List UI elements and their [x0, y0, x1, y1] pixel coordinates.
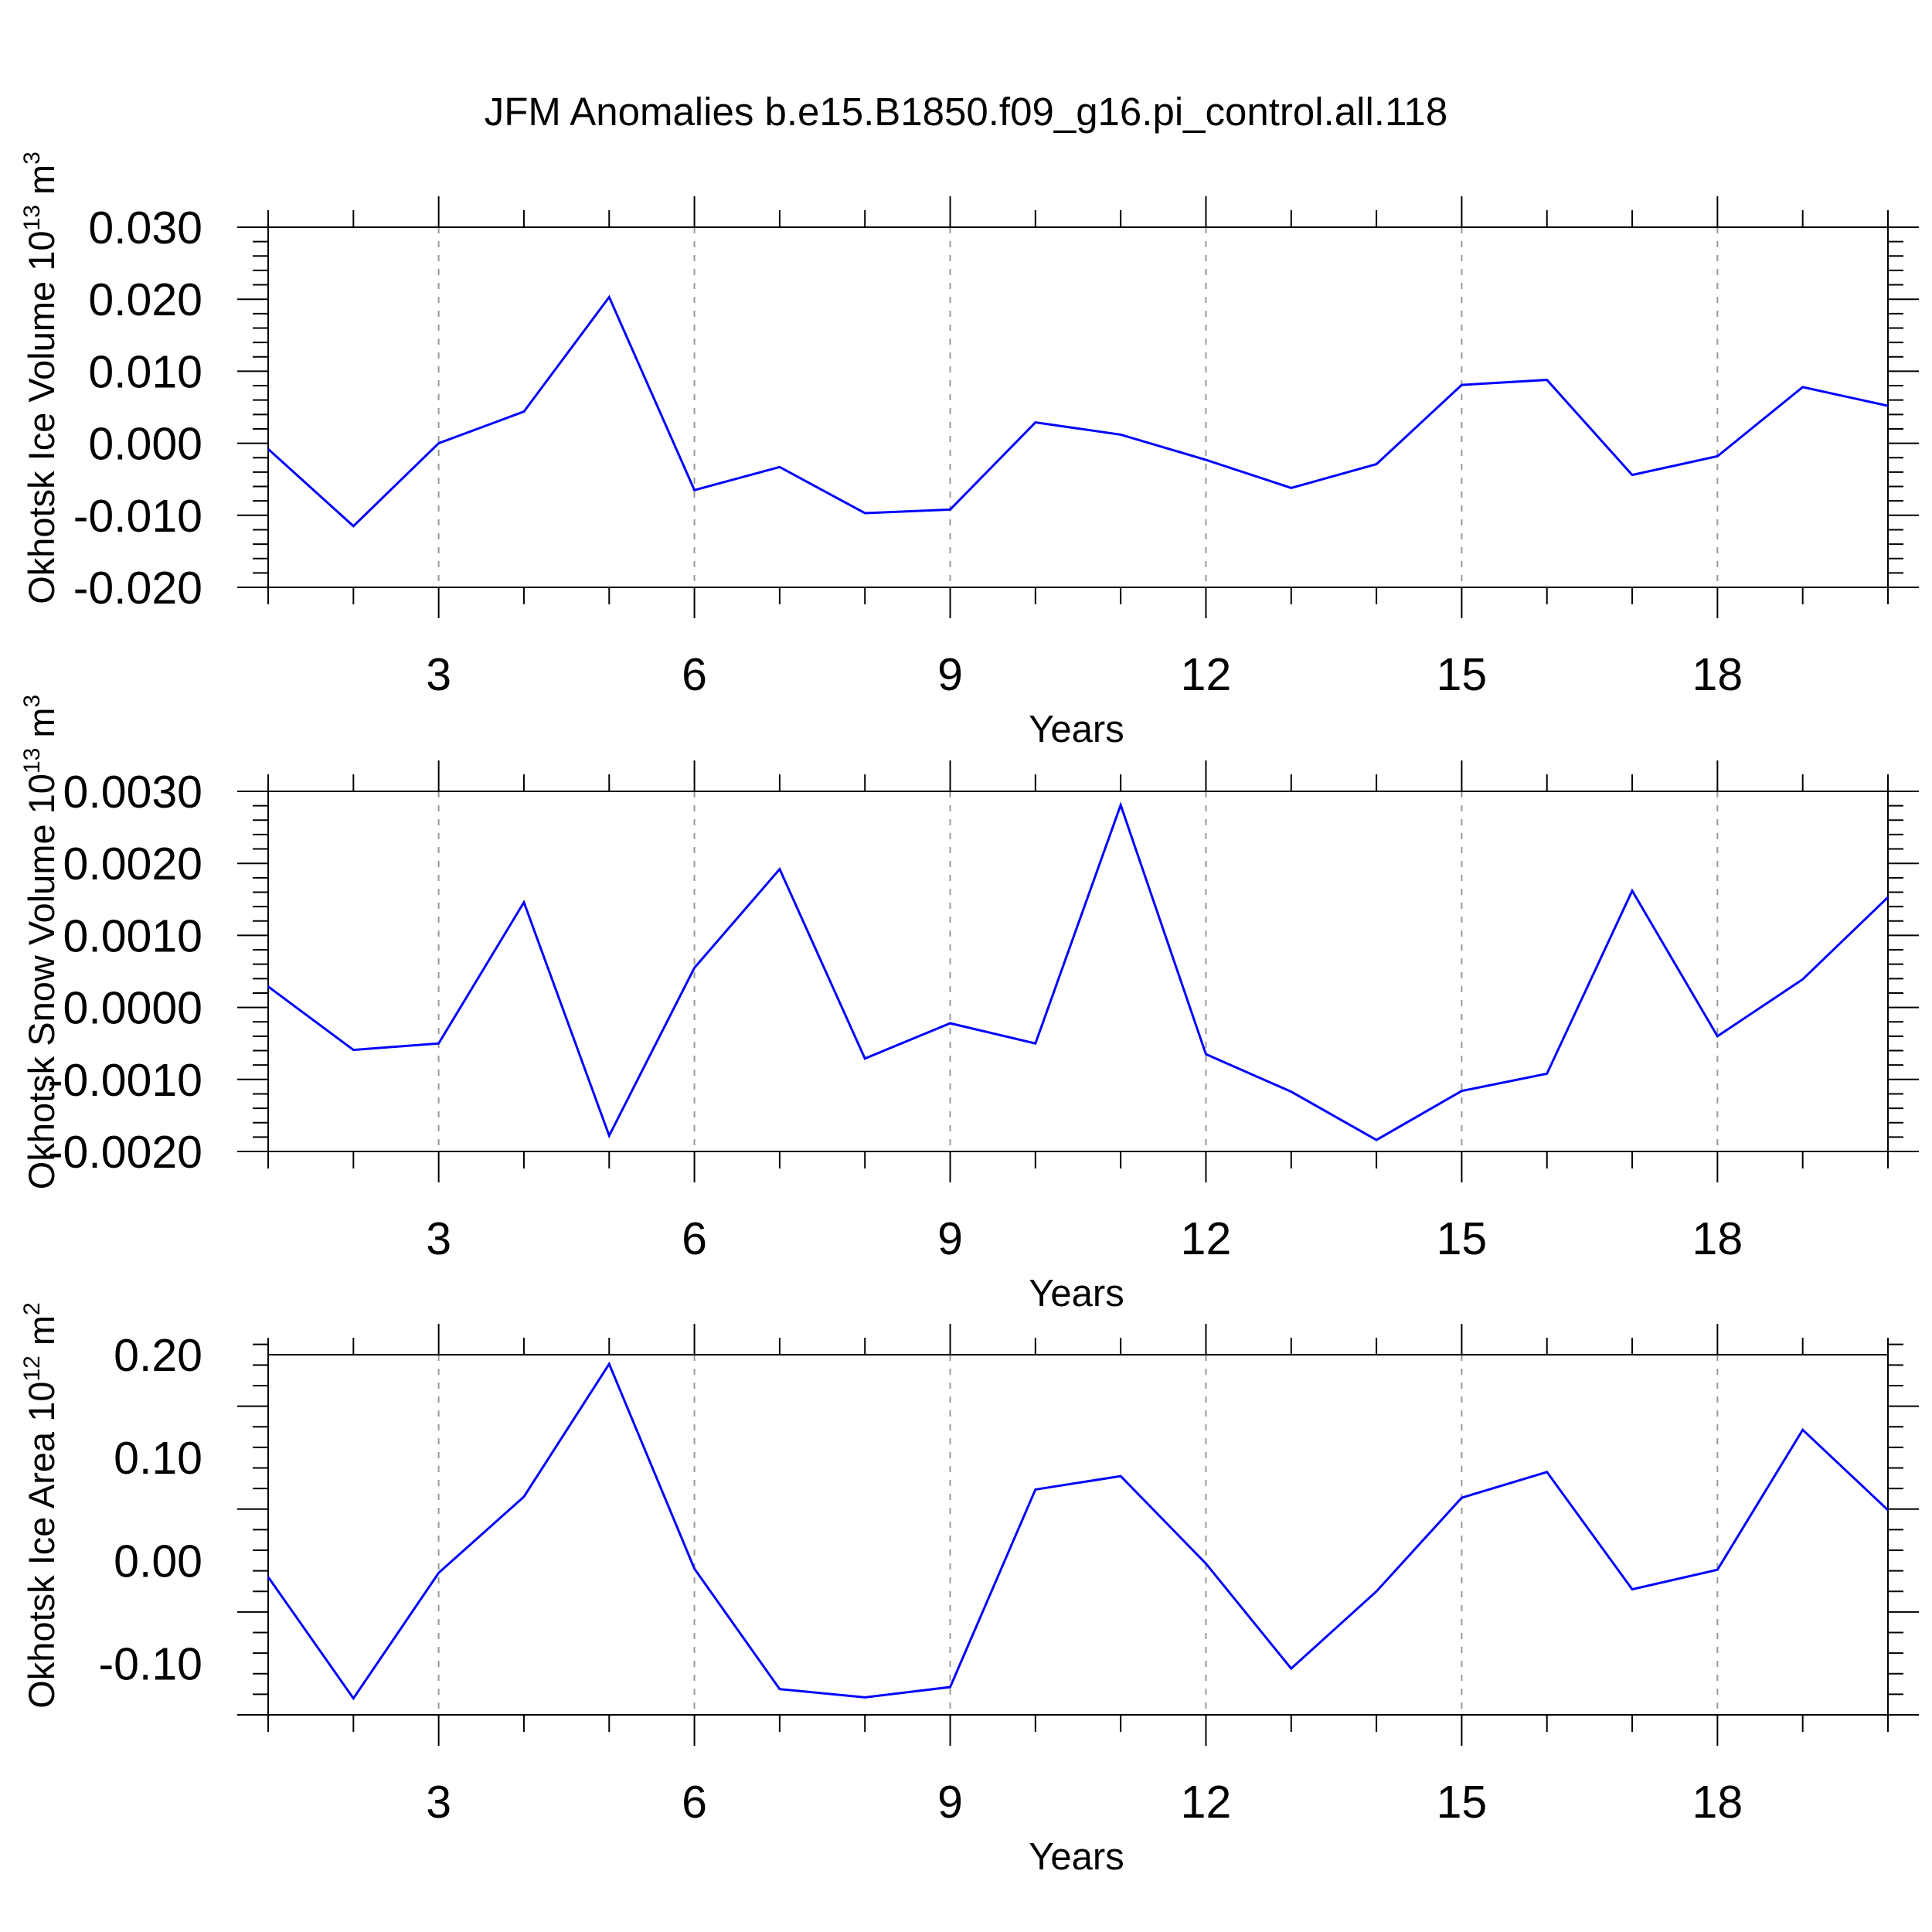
series-line: [267, 294, 1889, 528]
figure-title: JFM Anomalies b.e15.B1850.f09_g16.pi_con…: [485, 90, 1448, 134]
x-tick-label: 18: [1692, 1213, 1743, 1264]
chart-panel-2: 3 6 9 12 15 18 Years 0.0030 0.0020 0.0010 0.0000 -0…: [19, 695, 1919, 1315]
y-tick-label: 0.0010: [63, 910, 202, 961]
x-tick-label: 3: [426, 649, 451, 700]
x-tick-label: 6: [682, 1777, 707, 1828]
y-tick-label: -0.10: [99, 1638, 202, 1689]
plot-frame: [267, 791, 1889, 1152]
x-tick-label: 9: [937, 1777, 963, 1828]
x-tick-label: 9: [937, 649, 963, 700]
y-axis-label-text: Okhotsk Ice Volume 10: [21, 230, 62, 604]
y-axis-label-text: m: [21, 165, 62, 205]
chart-panel-1: 3 6 9 12 15 18 Years 0.030 0.020 0.010 0.000 -0.010…: [19, 151, 1919, 750]
x-tick-label: 15: [1437, 1777, 1488, 1828]
y-tick-label: 0.0000: [63, 983, 202, 1034]
y-axis-label: Okhotsk Ice Area 1012 m2: [19, 1302, 62, 1709]
x-axis-label: Years: [1029, 1273, 1124, 1315]
x-tick-label: 12: [1181, 649, 1232, 700]
y-tick-label: 0.20: [114, 1330, 202, 1381]
series-line: [267, 1361, 1889, 1701]
series-line: [267, 801, 1889, 1141]
y-tick-label: -0.010: [73, 491, 202, 542]
panels: 3 6 9 12 15 18 Years 0.030 0.020 0.010 0.000 -0.010…: [19, 151, 1919, 1878]
y-axis-label-superscript: 12: [19, 1355, 45, 1381]
y-axis-label: Okhotsk Snow Volume 1013 m3: [19, 695, 62, 1189]
y-tick-label: -0.0010: [48, 1055, 202, 1106]
y-tick-label: 0.00: [114, 1536, 202, 1587]
y-axis-label-superscript: 13: [19, 748, 45, 774]
plot-frame: [267, 1354, 1889, 1716]
y-axis-label: Okhotsk Ice Volume 1013 m3: [19, 151, 62, 604]
y-tick-label: 0.010: [88, 346, 202, 397]
y-axis-label-text: m: [21, 707, 62, 747]
y-tick-label: 0.000: [88, 419, 202, 470]
chart-panel-3: 3 6 9 12 15 18 Years 0.20 0.10 0.00 -0.10 Okhotsk I…: [19, 1302, 1919, 1878]
x-axis-label: Years: [1029, 1836, 1124, 1878]
x-tick-label: 15: [1437, 1213, 1488, 1264]
x-tick-label: 18: [1692, 649, 1743, 700]
x-tick-label: 15: [1437, 649, 1488, 700]
y-axis-label-superscript: 3: [19, 695, 45, 708]
x-tick-label: 3: [426, 1213, 451, 1264]
x-tick-label: 6: [682, 1213, 707, 1264]
x-tick-label: 6: [682, 649, 707, 700]
x-axis-label: Years: [1029, 709, 1124, 750]
x-tick-label: 12: [1181, 1777, 1232, 1828]
y-axis-label-text: Okhotsk Snow Volume 10: [21, 774, 62, 1189]
x-tick-label: 18: [1692, 1777, 1743, 1828]
y-tick-label: 0.0020: [63, 838, 202, 889]
y-tick-label: 0.10: [114, 1433, 202, 1484]
y-tick-label: -0.020: [73, 563, 202, 614]
y-tick-label: 0.0030: [63, 767, 202, 818]
y-tick-label: 0.020: [88, 274, 202, 325]
y-axis-label-text: m: [21, 1315, 62, 1355]
y-axis-label-text: Okhotsk Ice Area 10: [21, 1382, 62, 1709]
y-axis-label-superscript: 13: [19, 205, 45, 230]
plot-frame: [267, 226, 1889, 588]
x-tick-label: 9: [937, 1213, 963, 1264]
y-tick-label: -0.0020: [48, 1127, 202, 1178]
y-axis-label-superscript: 3: [19, 151, 45, 165]
x-tick-label: 12: [1181, 1213, 1232, 1264]
y-tick-label: 0.030: [88, 202, 202, 253]
x-tick-label: 3: [426, 1777, 451, 1828]
y-axis-label-superscript: 2: [19, 1302, 45, 1315]
